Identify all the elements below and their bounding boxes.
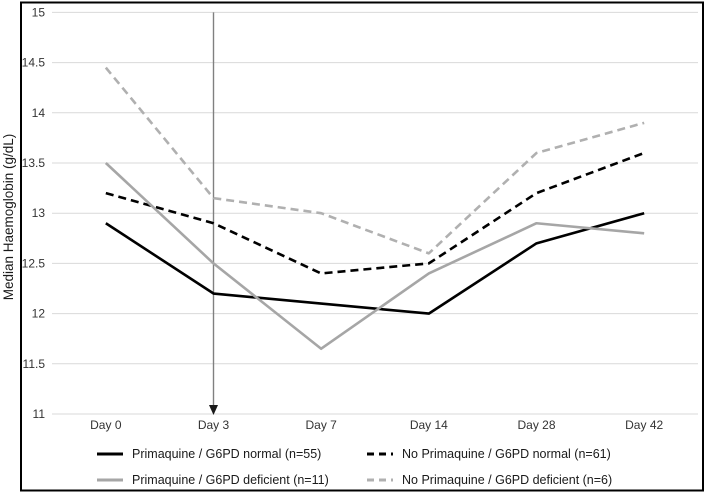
figure-border	[20, 1, 704, 492]
y-tick-label: 13	[32, 206, 46, 220]
legend-line-sample-solid-black	[97, 452, 123, 456]
x-tick-label: Day 42	[625, 418, 663, 432]
legend-label: Primaquine / G6PD normal (n=55)	[132, 446, 322, 461]
y-tick-label: 12	[32, 307, 46, 321]
y-tick-label: 14.5	[22, 56, 46, 70]
legend-label: No Primaquine / G6PD normal (n=61)	[402, 446, 611, 461]
chart-legend: Primaquine / G6PD normal (n=55) No Prima…	[96, 441, 612, 493]
y-axis-tick-labels: 11 11.5 12 12.5 13 13.5 14 14.5 15	[22, 5, 46, 421]
x-tick-label: Day 7	[305, 418, 337, 432]
series-lines-group	[104, 66, 645, 351]
x-tick-label: Day 14	[410, 418, 448, 432]
legend-item: Primaquine / G6PD deficient (n=11)	[96, 474, 366, 487]
x-tick-label: Day 28	[517, 418, 555, 432]
y-axis-title: Median Haemoglobin (g/dL)	[1, 134, 16, 301]
series-line-2	[105, 151, 645, 275]
legend-item: No Primaquine / G6PD normal (n=61)	[366, 448, 612, 461]
y-tick-label: 11.5	[23, 357, 46, 371]
gridline-group	[52, 11, 698, 415]
legend-item: No Primaquine / G6PD deficient (n=6)	[366, 474, 612, 487]
legend-item: Primaquine / G6PD normal (n=55)	[96, 448, 366, 461]
legend-label: No Primaquine / G6PD deficient (n=6)	[402, 472, 613, 487]
y-tick-label: 11	[33, 407, 46, 421]
legend-label: Primaquine / G6PD deficient (n=11)	[132, 472, 329, 487]
day3-annotation-arrow	[209, 12, 218, 415]
x-tick-label: Day 3	[198, 418, 230, 432]
legend-line-sample-solid-gray	[97, 478, 123, 482]
x-tick-label: Day 0	[90, 418, 122, 432]
annotation-arrowhead-down-icon	[209, 405, 218, 415]
series-line-3	[104, 162, 645, 351]
x-axis-tick-labels: Day 0 Day 3 Day 7 Day 14 Day 28 Day 42	[90, 418, 663, 432]
y-tick-label: 12.5	[22, 256, 46, 270]
legend-line-sample-dashed-gray	[367, 478, 393, 482]
y-tick-label: 14	[32, 106, 46, 120]
y-tick-label: 13.5	[22, 156, 46, 170]
y-tick-label: 15	[32, 5, 46, 19]
series-line-1	[105, 211, 645, 315]
legend-line-sample-dashed-black	[367, 452, 393, 456]
